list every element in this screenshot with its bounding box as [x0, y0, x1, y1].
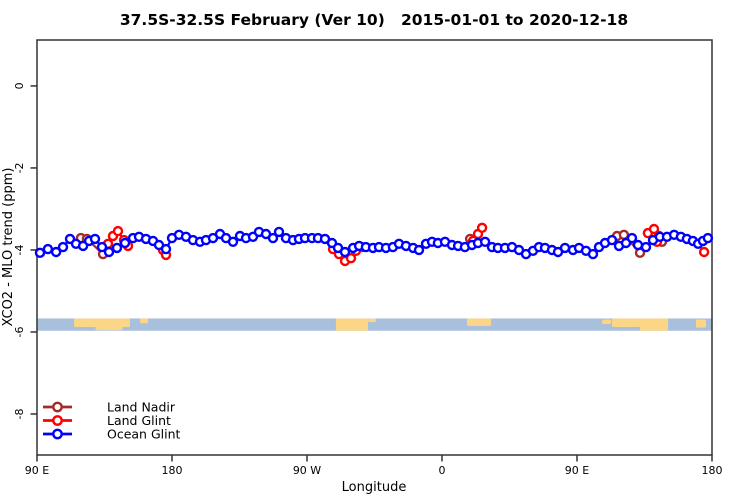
data-point	[606, 234, 618, 246]
legend-entry-land-nadir: Land Nadir	[43, 400, 176, 415]
land-patch	[467, 318, 492, 326]
legend-entry-ocean-glint: Ocean Glint	[43, 427, 181, 442]
data-point	[103, 246, 115, 258]
land-patch	[695, 319, 706, 328]
data-point	[413, 244, 425, 256]
data-point	[112, 225, 124, 237]
plot-border	[36, 39, 713, 456]
x-tick-label: 180	[162, 464, 183, 477]
map-band	[37, 318, 712, 331]
data-point	[698, 246, 710, 258]
data-point	[345, 253, 357, 264]
data-point	[618, 229, 630, 241]
data-point	[339, 246, 351, 258]
legend-label: Land Glint	[107, 413, 171, 428]
x-axis-label: Longitude	[342, 480, 407, 495]
legend-label: Land Nadir	[107, 400, 176, 415]
data-point	[273, 226, 285, 238]
data-point	[702, 232, 714, 244]
x-tick-label: 90 E	[565, 464, 589, 477]
y-tick-label: -6	[13, 326, 26, 337]
x-tick-label: 90 E	[25, 464, 49, 477]
data-point	[227, 236, 239, 248]
data-point	[648, 223, 660, 235]
data-point	[626, 232, 638, 244]
y-tick-label: 0	[13, 82, 26, 89]
data-point	[160, 243, 172, 255]
legend-marker	[52, 401, 63, 413]
y-axis: 0 -2 -4 -6 -8	[13, 82, 37, 419]
data-point	[640, 241, 652, 253]
ocean-strip	[37, 318, 712, 331]
x-tick-label: 0	[439, 464, 446, 477]
data-point	[632, 239, 644, 251]
land-patch	[140, 318, 148, 324]
land-patch	[640, 318, 669, 331]
data-point	[476, 222, 488, 234]
land-patch	[95, 325, 123, 331]
legend-marker	[52, 415, 63, 426]
legend-entry-land-glint: Land Glint	[43, 413, 171, 428]
land-patch	[602, 319, 612, 324]
data-point	[89, 233, 101, 245]
land-patch	[74, 318, 130, 328]
data-point	[119, 237, 131, 249]
chart-title: 37.5S-32.5S February (Ver 10) 2015-01-01…	[120, 11, 628, 29]
data-point	[57, 241, 69, 253]
data-point	[42, 243, 54, 255]
data-point	[50, 246, 62, 258]
legend-label: Ocean Glint	[107, 427, 181, 442]
y-tick-label: -4	[13, 244, 26, 255]
y-tick-label: -2	[13, 162, 26, 173]
series-ocean-glint	[34, 226, 714, 260]
x-axis: 90 E 180 90 W 0 90 E 180	[25, 455, 723, 477]
data-point	[267, 232, 279, 244]
land-patch	[368, 318, 376, 323]
legend-marker	[52, 428, 63, 440]
data-point	[559, 242, 571, 254]
land-patch	[611, 318, 640, 328]
x-tick-label: 90 W	[293, 464, 321, 477]
y-axis-label: XCO2 - MLO trend (ppm)	[1, 168, 16, 327]
y-tick-label: -8	[13, 409, 26, 420]
data-point	[96, 241, 108, 253]
data-point	[34, 247, 46, 259]
data-point	[479, 236, 491, 248]
x-tick-label: 180	[702, 464, 723, 477]
data-point	[111, 242, 123, 254]
data-point	[587, 248, 599, 260]
land-patch	[335, 318, 369, 331]
